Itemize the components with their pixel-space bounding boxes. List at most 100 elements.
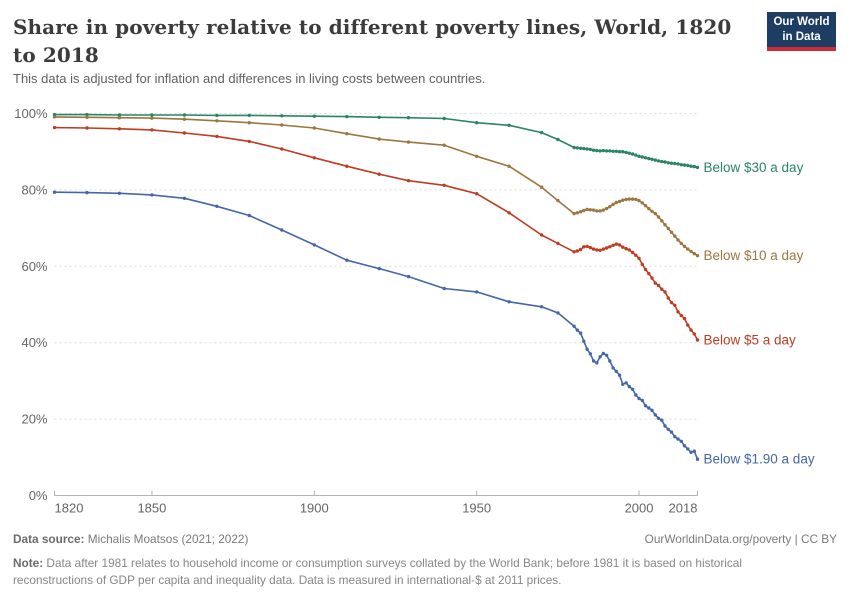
series-below-30-a-day-point[interactable] bbox=[280, 114, 284, 118]
series-below-10-a-day[interactable]: Below $10 a day bbox=[52, 115, 804, 263]
series-below-30-a-day-point[interactable] bbox=[604, 149, 609, 153]
series-below-10-a-day-point[interactable] bbox=[640, 201, 644, 205]
series-below-10-a-day-point[interactable] bbox=[627, 197, 631, 201]
series-below-10-a-day-point[interactable] bbox=[345, 132, 349, 136]
series-below-5-a-day-point[interactable] bbox=[595, 248, 599, 252]
series-below-30-a-day-point[interactable] bbox=[679, 163, 683, 167]
series-below-30-a-day-point[interactable] bbox=[621, 150, 625, 154]
series-below-5-a-day-point[interactable] bbox=[585, 244, 589, 249]
series-below-30-a-day-point[interactable] bbox=[682, 163, 687, 167]
series-below-30-a-day-point[interactable] bbox=[627, 151, 631, 155]
series-below-1-90-a-day-point[interactable] bbox=[575, 328, 579, 332]
series-below-1-90-a-day-point[interactable] bbox=[150, 193, 154, 197]
series-below-5-a-day-point[interactable] bbox=[682, 316, 687, 321]
series-below-30-a-day-line[interactable] bbox=[53, 113, 699, 169]
series-below-30-a-day-point[interactable] bbox=[692, 164, 696, 169]
series-below-1-90-a-day-point[interactable] bbox=[578, 331, 583, 335]
series-below-5-a-day-point[interactable] bbox=[634, 253, 638, 257]
series-below-1-90-a-day-point[interactable] bbox=[682, 444, 687, 448]
series-below-10-a-day-point[interactable] bbox=[630, 197, 635, 201]
series-below-10-a-day-point[interactable] bbox=[673, 234, 677, 238]
series-below-1-90-a-day-point[interactable] bbox=[591, 359, 596, 363]
series-below-10-a-day-point[interactable] bbox=[695, 253, 700, 258]
series-below-30-a-day-point[interactable] bbox=[582, 146, 586, 151]
series-below-5-a-day-point[interactable] bbox=[653, 281, 657, 285]
series-below-10-a-day-label[interactable]: Below $10 a day bbox=[704, 248, 804, 263]
series-below-30-a-day-point[interactable] bbox=[345, 114, 349, 119]
series-below-10-a-day-point[interactable] bbox=[117, 116, 122, 120]
series-below-1-90-a-day-point[interactable] bbox=[643, 404, 648, 408]
series-below-10-a-day-point[interactable] bbox=[215, 119, 219, 123]
series-below-5-a-day-point[interactable] bbox=[312, 156, 316, 160]
series-below-5-a-day-point[interactable] bbox=[182, 131, 187, 135]
series-below-1-90-a-day-point[interactable] bbox=[85, 190, 89, 195]
series-below-1-90-a-day-point[interactable] bbox=[345, 258, 349, 262]
series-below-5-a-day-line[interactable] bbox=[53, 126, 699, 341]
series-below-10-a-day-point[interactable] bbox=[247, 121, 251, 125]
series-below-1-90-a-day-point[interactable] bbox=[614, 369, 618, 374]
series-below-5-a-day-point[interactable] bbox=[601, 247, 605, 251]
series-below-30-a-day-point[interactable] bbox=[406, 116, 411, 120]
series-below-5-a-day-point[interactable] bbox=[614, 242, 618, 246]
series-below-30-a-day-point[interactable] bbox=[215, 113, 219, 118]
series-below-30-a-day-point[interactable] bbox=[539, 130, 544, 135]
series-below-10-a-day-point[interactable] bbox=[624, 197, 628, 202]
series-below-1-90-a-day-point[interactable] bbox=[624, 381, 628, 385]
series-below-10-a-day-point[interactable] bbox=[578, 210, 583, 214]
series-below-10-a-day-point[interactable] bbox=[598, 209, 602, 213]
series-below-30-a-day-point[interactable] bbox=[117, 113, 122, 117]
series-below-30-a-day-point[interactable] bbox=[85, 112, 89, 117]
series-below-1-90-a-day-point[interactable] bbox=[117, 191, 122, 195]
series-below-5-a-day-point[interactable] bbox=[624, 247, 628, 251]
series-below-10-a-day-point[interactable] bbox=[572, 211, 576, 216]
series-below-1-90-a-day-point[interactable] bbox=[280, 228, 284, 232]
series-below-1-90-a-day-point[interactable] bbox=[666, 427, 670, 432]
series-below-10-a-day-point[interactable] bbox=[656, 215, 661, 219]
series-below-1-90-a-day-point[interactable] bbox=[595, 361, 599, 365]
series-below-1-90-a-day-point[interactable] bbox=[653, 413, 657, 417]
series-below-5-a-day-point[interactable] bbox=[608, 245, 612, 249]
series-below-5-a-day-point[interactable] bbox=[578, 247, 583, 252]
series-below-10-a-day-point[interactable] bbox=[539, 185, 544, 189]
series-below-10-a-day-point[interactable] bbox=[676, 238, 680, 242]
series-below-30-a-day-point[interactable] bbox=[475, 121, 479, 125]
series-below-30-a-day-point[interactable] bbox=[660, 159, 664, 164]
series-below-1-90-a-day-point[interactable] bbox=[663, 424, 667, 428]
series-below-5-a-day-point[interactable] bbox=[85, 126, 89, 130]
series-below-5-a-day-point[interactable] bbox=[52, 125, 57, 130]
series-below-10-a-day-point[interactable] bbox=[686, 247, 690, 251]
series-below-10-a-day-point[interactable] bbox=[150, 116, 154, 120]
series-below-5-a-day-point[interactable] bbox=[637, 256, 641, 260]
series-below-10-a-day-point[interactable] bbox=[682, 244, 687, 249]
series-below-1-90-a-day-point[interactable] bbox=[604, 353, 609, 357]
series-below-5-a-day-point[interactable] bbox=[663, 290, 667, 294]
series-below-5-a-day-label[interactable]: Below $5 a day bbox=[704, 333, 797, 348]
series-below-5-a-day-point[interactable] bbox=[617, 243, 622, 247]
series-below-5-a-day-point[interactable] bbox=[377, 172, 381, 176]
series-below-30-a-day-point[interactable] bbox=[663, 160, 667, 164]
series-below-1-90-a-day-point[interactable] bbox=[689, 450, 693, 454]
series-below-10-a-day-point[interactable] bbox=[666, 226, 670, 231]
series-below-30-a-day-point[interactable] bbox=[575, 146, 579, 150]
series-below-1-90-a-day-point[interactable] bbox=[539, 305, 544, 309]
series-below-1-90-a-day-point[interactable] bbox=[182, 196, 187, 200]
series-below-1-90-a-day-point[interactable] bbox=[442, 286, 446, 291]
series-below-5-a-day-point[interactable] bbox=[598, 248, 602, 252]
series-below-30-a-day-point[interactable] bbox=[377, 115, 381, 120]
series-below-30-a-day-point[interactable] bbox=[507, 123, 511, 128]
series-below-10-a-day-point[interactable] bbox=[312, 126, 316, 130]
series-below-1-90-a-day-point[interactable] bbox=[637, 396, 641, 401]
series-below-1-90-a-day-point[interactable] bbox=[215, 204, 219, 208]
series-below-30-a-day-point[interactable] bbox=[442, 116, 446, 121]
series-below-5-a-day-point[interactable] bbox=[442, 183, 446, 187]
series-below-1-90-a-day-point[interactable] bbox=[611, 366, 615, 370]
series-below-1-90-a-day-point[interactable] bbox=[627, 384, 631, 389]
series-below-10-a-day-point[interactable] bbox=[617, 199, 622, 204]
series-below-1-90-a-day-point[interactable] bbox=[679, 439, 683, 443]
series-below-10-a-day-point[interactable] bbox=[692, 252, 696, 256]
series-below-30-a-day-point[interactable] bbox=[556, 137, 560, 142]
series-below-30-a-day-point[interactable] bbox=[585, 147, 589, 151]
series-below-30-a-day-point[interactable] bbox=[640, 155, 644, 159]
series-below-30-a-day-point[interactable] bbox=[601, 148, 605, 153]
series-below-30-a-day-point[interactable] bbox=[637, 154, 641, 158]
